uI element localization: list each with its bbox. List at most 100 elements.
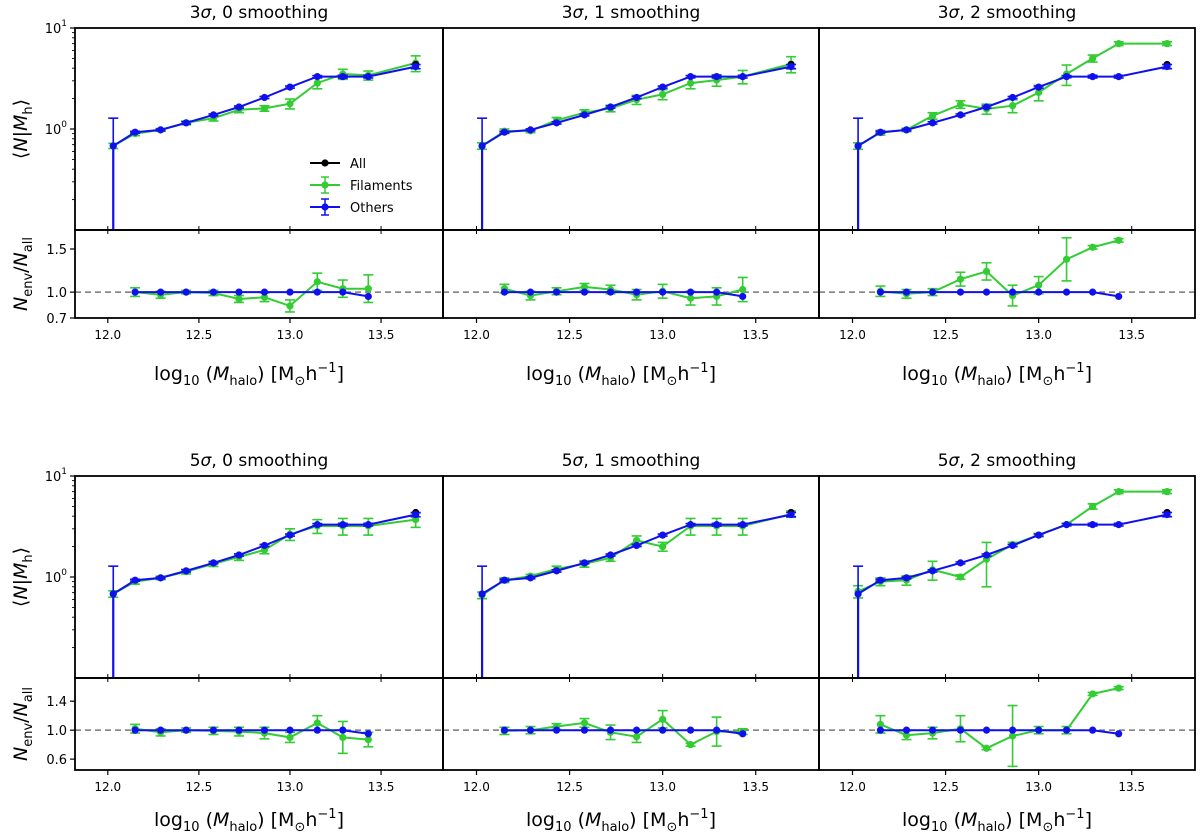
x-tick-label: 13.0 [277,328,304,342]
panel-3sigma-2: 3σ, 2 smoothing 12.0 12.5 13.0 13.5 log10 (Mh… [818,3,1196,389]
top-plot-area [108,508,421,678]
x-axis-label: log10 (Mhalo) [M⊙h−1] [526,807,716,835]
ratio-others-series-point [313,726,321,734]
others-series-point [1062,521,1071,529]
others-series-point [500,576,509,584]
others-series-point [412,510,420,519]
filaments-series-point [956,573,965,581]
ratio-others-series-point [526,288,535,296]
filaments-series-point [1163,488,1171,496]
ratio-others-series-point [157,726,165,734]
ratio-others-series-point [500,288,509,296]
ratio-others-series-point [157,288,165,296]
x-tick-label: 13.5 [368,328,395,342]
others-series-point [364,73,372,81]
ratio-filaments-series-point [1089,243,1097,251]
others-series-point [157,574,165,582]
legend-label-others: Others [350,201,394,216]
x-axis-label: log10 (Mhalo) [M⊙h−1] [902,807,1092,835]
filaments-series-point [412,516,420,524]
others-series-point [313,521,321,529]
top-panel-frame [442,27,820,231]
ratio-others-series-point [928,726,937,734]
x-tick-label: 12.5 [186,328,213,342]
ratio-filaments-series-point [1089,690,1097,698]
x-tick-label: 12.0 [839,328,866,342]
others-series-point [526,126,535,134]
x-axis-label: log10 (Mhalo) [M⊙h−1] [154,807,344,835]
ratio-filaments-series-point [580,283,589,291]
panel-title: 3σ, 0 smoothing [190,3,329,23]
ratio-others-series-point [1115,292,1123,301]
others-series-point [606,551,615,559]
ratio-others-series-point [131,288,139,296]
others-series-point [902,574,911,582]
ratio-others-series-point [131,726,139,734]
others-series-point [260,541,269,550]
ratio-filaments-series-point [1115,684,1123,692]
ratio-filaments-series-point [313,719,321,727]
ratio-others-series-point [876,726,885,734]
ratio-filaments-series-point [902,731,911,739]
ratio-others-series-point [1062,288,1071,296]
ratio-others-series-point [552,726,561,734]
filaments-series-point [260,104,269,112]
others-series-point [956,111,965,119]
x-tick-label: 12.5 [932,328,959,342]
top-plot-area [108,55,421,230]
others-series-point [632,541,641,550]
ratio-filaments-series-point [1115,236,1123,244]
x-tick-label: 12.0 [94,780,121,794]
others-series-point [739,521,747,529]
filaments-series-line [112,518,416,595]
x-tick-label: 12.0 [463,328,490,342]
ratio-filaments-series [875,684,1124,768]
ratio-filaments-series-point [659,715,667,723]
others-series-line [112,65,416,147]
others-series-point [131,576,139,584]
ratio-others-series-line [880,291,1119,298]
others-series-point [787,510,795,519]
panel-title: 5σ, 2 smoothing [938,451,1077,471]
ratio-others-series-line [880,729,1119,735]
top-panel-frame [818,475,1196,679]
x-tick-label: 13.0 [1025,780,1052,794]
others-series-point [364,521,372,529]
panel-5sigma-2: 5σ, 2 smoothing 12.0 12.5 13.0 13.5 log10 (Mh… [818,451,1196,835]
ratio-y-tick-label: 1.4 [46,695,67,710]
ratio-y-tick-label: 0.6 [46,753,67,768]
others-series-point [412,62,420,71]
y-tick-label: 101 [45,467,67,485]
others-series [108,510,421,678]
filaments-series-point [1089,54,1097,63]
ratio-others-series-point [1115,730,1123,738]
filaments-series-point [1008,102,1017,110]
x-tick-label: 13.5 [1118,328,1145,342]
ratio-y-tick-label: 1.0 [46,286,67,301]
filaments-series-point [1035,88,1043,97]
ratio-panel-frame [442,677,820,771]
y-axis-label: ⟨N|Mh⟩ [10,547,36,607]
others-series-point [580,111,589,119]
others-series-point [131,128,139,136]
others-series-point [552,119,561,127]
others-series-point [928,567,937,575]
ratio-others-series-point [876,288,885,296]
filaments-series [108,512,421,599]
others-series-point [982,103,991,111]
ratio-filaments-series-point [235,295,243,303]
ratio-others-series-point [339,288,347,296]
filaments-series-point [956,100,965,109]
ratio-others-series-line [135,729,369,735]
others-series-point [632,93,641,102]
ratio-others-series-point [209,726,218,734]
ratio-filaments-series-line [880,239,1119,297]
ratio-others-series-point [339,726,347,734]
ratio-others-series-point [1062,726,1071,734]
ratio-others-series-point [526,726,535,734]
ratio-filaments-series-point [632,733,641,741]
ratio-others-series [876,288,1123,301]
ratio-others-series-point [552,288,561,296]
ratio-others-series [131,288,372,301]
